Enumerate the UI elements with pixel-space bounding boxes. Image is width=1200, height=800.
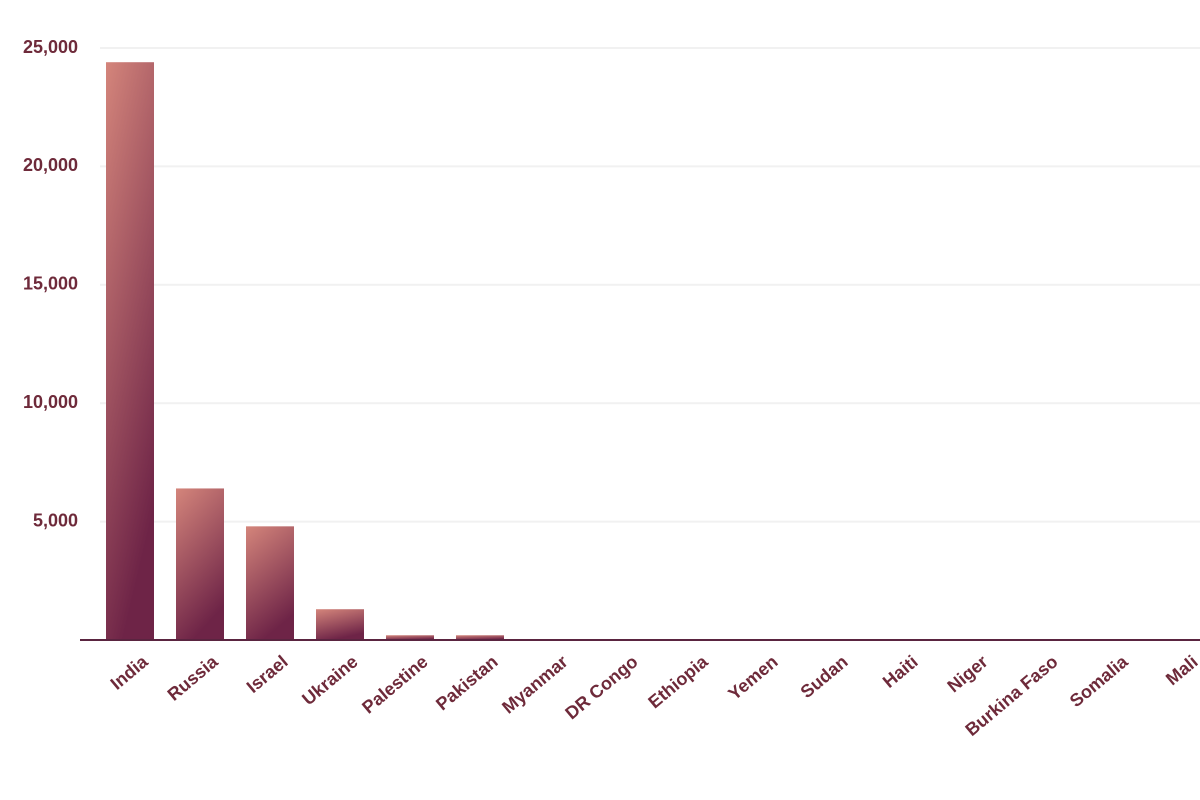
x-tick-label: Palestine <box>358 651 431 717</box>
bar <box>316 609 364 640</box>
x-tick-label: Mali <box>1162 651 1200 689</box>
x-tick-label: DR Congo <box>561 651 641 723</box>
x-tick-label: Yemen <box>724 651 781 704</box>
x-tick-label: Haiti <box>879 651 922 691</box>
x-tick-label: Somalia <box>1066 651 1132 711</box>
y-tick-label: 25,000 <box>23 37 78 57</box>
bar <box>246 526 294 640</box>
y-tick-label: 15,000 <box>23 274 78 294</box>
y-tick-label: 10,000 <box>23 392 78 412</box>
x-tick-label: Niger <box>944 651 992 696</box>
bar <box>386 635 434 640</box>
x-tick-label: Sudan <box>797 651 852 702</box>
x-tick-label: Pakistan <box>432 651 502 714</box>
x-tick-label: India <box>107 651 153 694</box>
bar <box>456 635 504 640</box>
y-tick-label: 20,000 <box>23 155 78 175</box>
bar <box>176 488 224 640</box>
y-tick-label: 5,000 <box>33 510 78 530</box>
bar <box>106 62 154 640</box>
x-tick-label: Ethiopia <box>644 651 712 713</box>
x-tick-label: Ukraine <box>298 651 361 709</box>
x-tick-label: Russia <box>164 651 223 705</box>
x-tick-label: Israel <box>243 651 292 697</box>
